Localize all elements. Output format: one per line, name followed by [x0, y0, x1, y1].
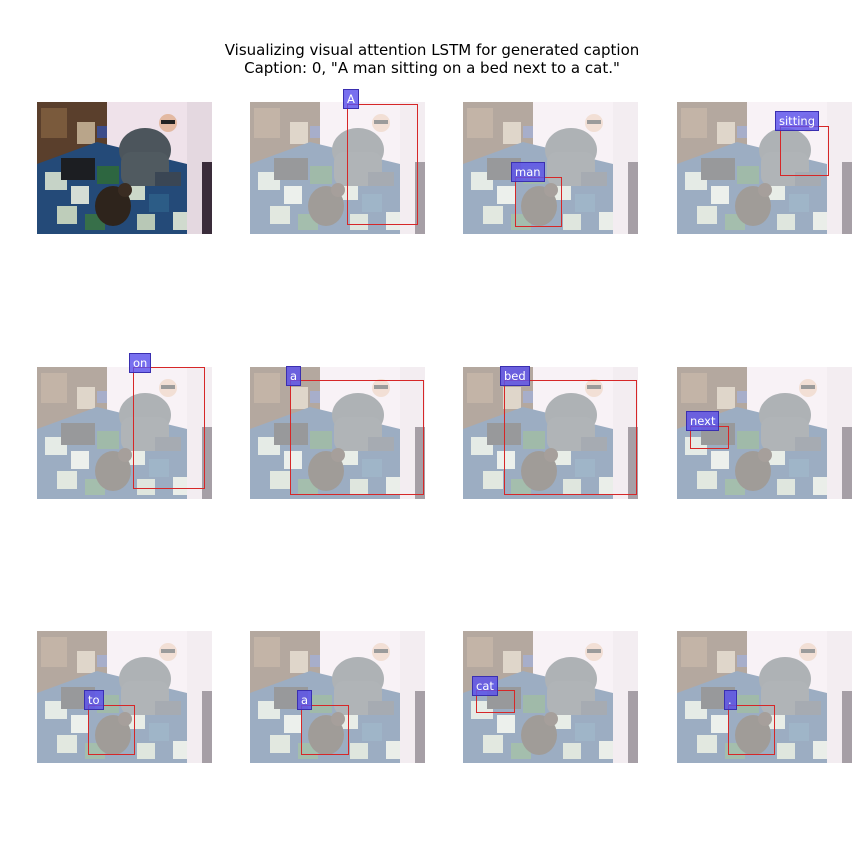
attention-box-11 — [728, 705, 775, 755]
attention-box-3 — [780, 126, 829, 176]
panel-word-3 — [677, 102, 852, 234]
panel-word-6 — [463, 367, 638, 499]
attention-heatmap — [37, 631, 212, 763]
word-tag-5: a — [286, 366, 302, 386]
attention-box-2 — [515, 177, 562, 227]
attention-box-5 — [290, 380, 424, 495]
title-line-2: Caption: 0, "A man sitting on a bed next… — [244, 59, 620, 77]
word-tag-8: to — [84, 690, 104, 710]
word-tag-9: a — [297, 690, 313, 710]
attention-heatmap — [677, 102, 852, 234]
attention-box-8 — [88, 705, 135, 755]
word-tag-2: man — [511, 162, 545, 182]
panel-word-11 — [677, 631, 852, 763]
attention-heatmap — [463, 367, 638, 499]
attention-heatmap — [250, 367, 425, 499]
word-tag-1: A — [343, 89, 359, 109]
attention-heatmap — [37, 367, 212, 499]
panel-word-10 — [463, 631, 638, 763]
panel-word-1 — [250, 102, 425, 234]
word-tag-6: bed — [500, 366, 530, 386]
attention-heatmap — [677, 631, 852, 763]
attention-heatmap — [250, 102, 425, 234]
panel-word-8 — [37, 631, 212, 763]
attention-box-1 — [347, 104, 418, 225]
word-tag-4: on — [129, 353, 152, 373]
word-tag-11: . — [724, 690, 737, 710]
title-line-1: Visualizing visual attention LSTM for ge… — [224, 41, 640, 59]
word-tag-7: next — [686, 411, 720, 431]
word-tag-10: cat — [472, 676, 498, 696]
attention-box-4 — [133, 367, 205, 489]
panel-word-2 — [463, 102, 638, 234]
attention-heatmap — [250, 631, 425, 763]
attention-box-9 — [301, 705, 349, 755]
panel-original-image — [37, 102, 212, 234]
panel-word-9 — [250, 631, 425, 763]
attention-box-6 — [504, 380, 637, 495]
panel-word-5 — [250, 367, 425, 499]
original-photo — [37, 102, 212, 234]
panel-word-4 — [37, 367, 212, 499]
word-tag-3: sitting — [775, 111, 819, 131]
attention-heatmap — [463, 102, 638, 234]
attention-heatmap — [463, 631, 638, 763]
